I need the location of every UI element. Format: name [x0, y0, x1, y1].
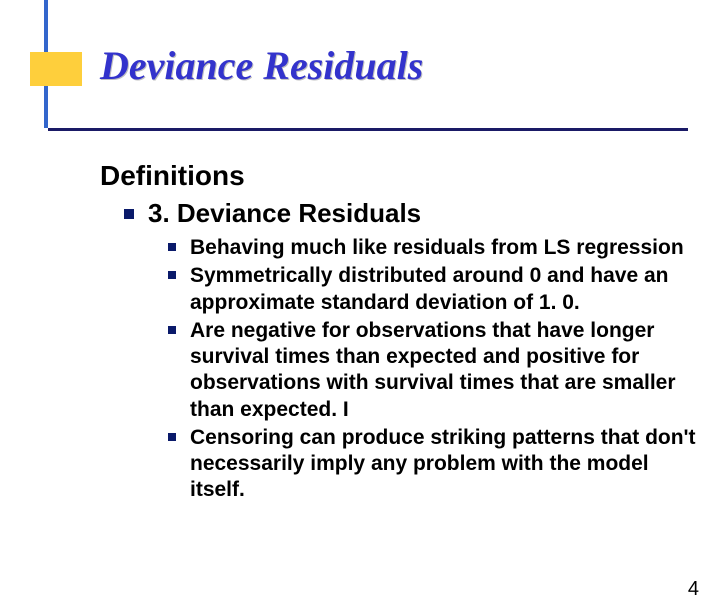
- title-square-icon: [30, 52, 82, 86]
- body-content: Definitions 3. Deviance Residuals Behavi…: [100, 160, 700, 506]
- section-heading: Definitions: [100, 160, 700, 192]
- list-item: Behaving much like residuals from LS reg…: [168, 235, 700, 261]
- list-item: Censoring can produce striking patterns …: [168, 425, 700, 504]
- subsection-text: 3. Deviance Residuals: [148, 198, 421, 229]
- list-item-text: Are negative for observations that have …: [190, 318, 700, 423]
- slide-title: Deviance Residuals: [100, 42, 423, 89]
- list-item-text: Symmetrically distributed around 0 and h…: [190, 263, 700, 316]
- square-bullet-icon: [168, 433, 176, 441]
- list-item: Are negative for observations that have …: [168, 318, 700, 423]
- square-bullet-icon: [168, 271, 176, 279]
- list-item-text: Behaving much like residuals from LS reg…: [190, 235, 684, 261]
- title-underline: [48, 128, 688, 131]
- square-bullet-icon: [168, 243, 176, 251]
- list-item-text: Censoring can produce striking patterns …: [190, 425, 700, 504]
- square-bullet-icon: [168, 326, 176, 334]
- square-bullet-icon: [124, 209, 134, 219]
- subsection-row: 3. Deviance Residuals: [124, 198, 700, 229]
- page-number: 4: [688, 578, 699, 601]
- item-list: Behaving much like residuals from LS reg…: [168, 235, 700, 504]
- slide: Deviance Residuals Definitions 3. Devian…: [0, 0, 717, 615]
- list-item: Symmetrically distributed around 0 and h…: [168, 263, 700, 316]
